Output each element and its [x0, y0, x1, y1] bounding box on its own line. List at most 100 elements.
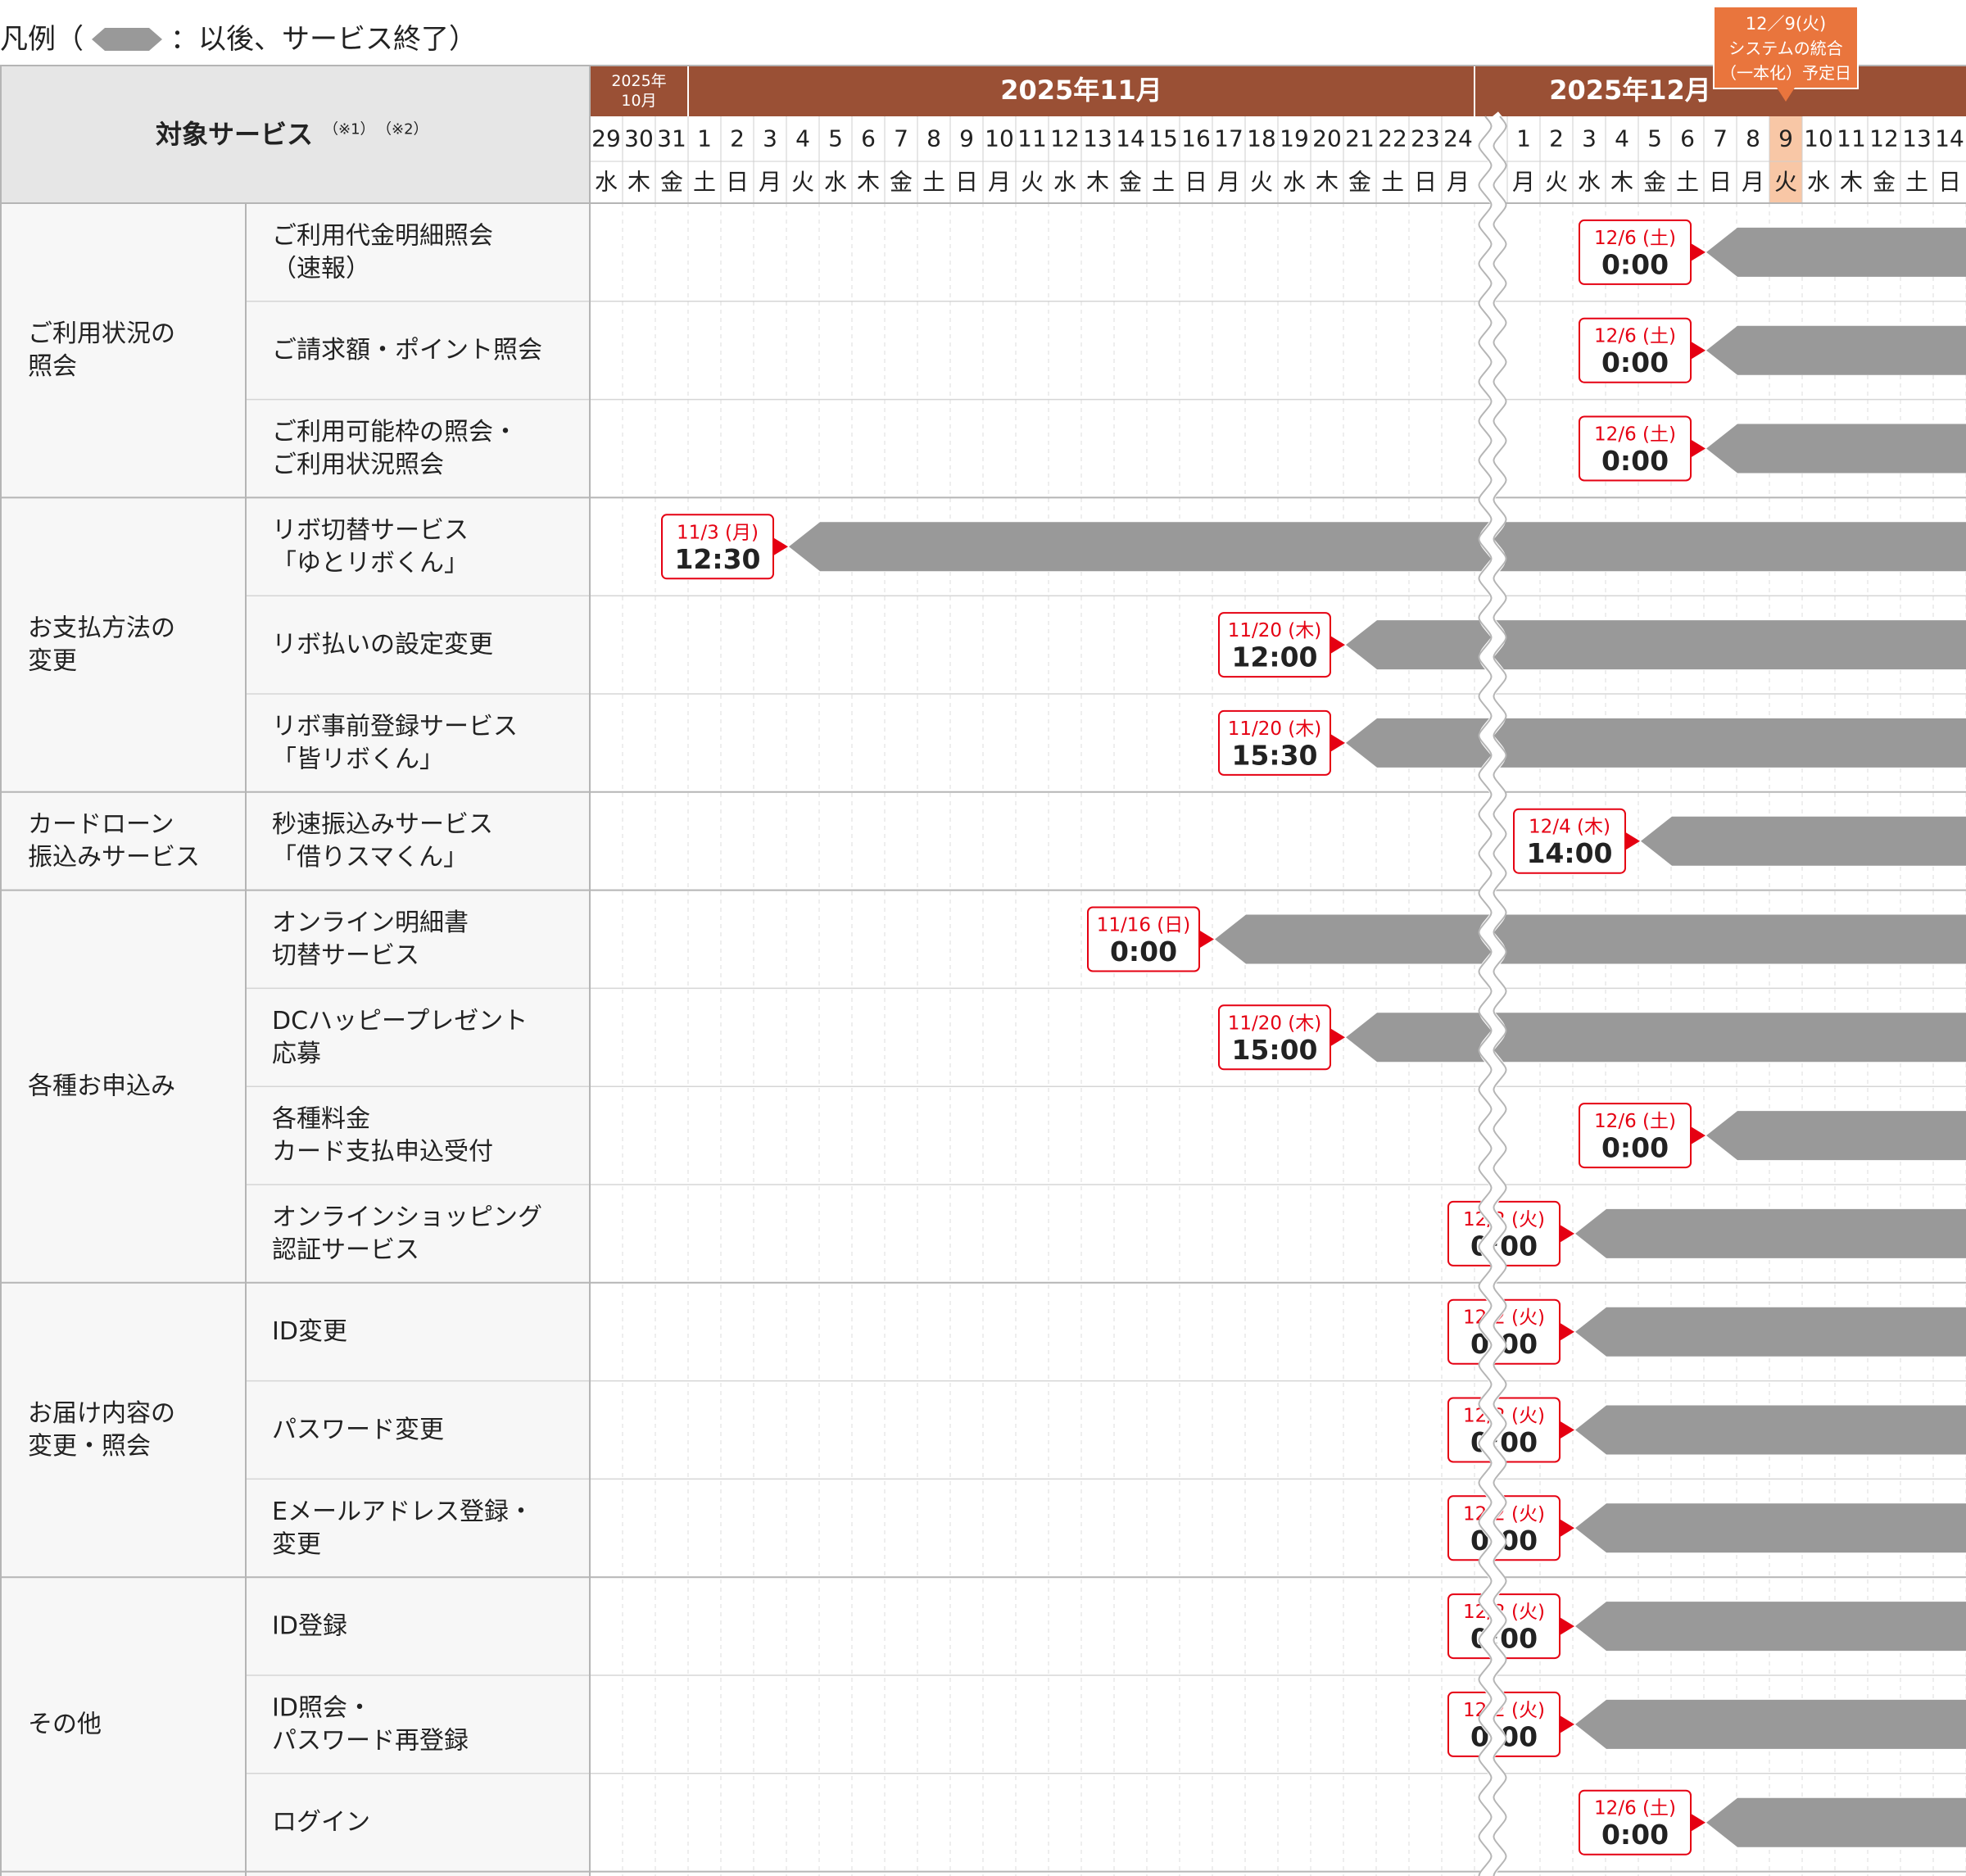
callout-text: （一本化）予定日: [1720, 63, 1851, 83]
service-end-bar: [1346, 1013, 1966, 1063]
end-marker-arrow: [1691, 1813, 1706, 1832]
end-marker-arrow: [1330, 733, 1345, 752]
day-number: 5: [1647, 125, 1662, 152]
service-name: ご利用代金明細照会: [272, 221, 493, 250]
weekday-label: 日: [1185, 169, 1207, 196]
weekday-label: 日: [1938, 169, 1961, 196]
service-name: 認証サービス: [272, 1235, 419, 1264]
end-time-label: 12:30: [674, 543, 760, 575]
weekday-label: 水: [1053, 169, 1076, 196]
category-label: 変更・照会: [28, 1432, 151, 1461]
end-date-label: 12/6 (土): [1594, 1111, 1676, 1132]
end-marker-arrow: [1330, 1028, 1345, 1047]
service-end-bar: [789, 522, 1966, 572]
weekday-label: 木: [1086, 169, 1109, 196]
day-number: 31: [657, 125, 686, 152]
category-label: 変更: [28, 647, 77, 676]
service-end-bar: [1575, 1208, 1966, 1258]
service-name: 切替サービス: [272, 941, 419, 970]
category-label: カードローン: [28, 810, 174, 839]
day-number: 20: [1312, 125, 1342, 152]
weekday-label: 土: [1381, 169, 1404, 196]
day-number: 2: [730, 125, 745, 152]
service-end-bar: [1706, 1797, 1966, 1847]
day-number: 7: [1713, 125, 1728, 152]
end-marker-arrow: [1560, 1322, 1574, 1341]
day-number: 1: [697, 125, 712, 152]
day-number: 13: [1083, 125, 1112, 152]
day-number: 11: [1837, 125, 1866, 152]
day-number: 15: [1148, 125, 1178, 152]
service-end-bar: [1706, 227, 1966, 277]
end-date-label: 11/20 (木): [1228, 1013, 1322, 1034]
end-time-label: 0:00: [1601, 445, 1669, 477]
day-number: 30: [624, 125, 654, 152]
weekday-label: 火: [1545, 169, 1568, 196]
weekday-label: 木: [1316, 169, 1339, 196]
service-name: オンラインショッピング: [272, 1203, 542, 1231]
service-end-bar: [1641, 816, 1966, 866]
service-header-cell: [0, 66, 590, 203]
weekday-label: 月: [1742, 169, 1764, 196]
day-number: 29: [591, 125, 621, 152]
october-year-label: 2025年: [611, 72, 666, 90]
timeline-break-line: [1493, 116, 1507, 1876]
day-number: 22: [1378, 125, 1407, 152]
end-time-label: 0:00: [1110, 936, 1177, 967]
weekday-label: 土: [693, 169, 716, 196]
end-marker-arrow: [1560, 1224, 1574, 1243]
day-number: 17: [1214, 125, 1243, 152]
end-marker-arrow: [1560, 1421, 1574, 1439]
service-end-bar: [1706, 325, 1966, 375]
end-marker-arrow: [1625, 832, 1640, 850]
legend-bar-icon: [92, 28, 162, 51]
end-time-label: 0:00: [1601, 248, 1669, 280]
service-name: （速報）: [272, 254, 370, 283]
day-number: 12: [1869, 125, 1899, 152]
weekday-label: 金: [1873, 169, 1896, 196]
footnote-marker: （※1）: [324, 121, 375, 138]
category-label: 各種お申込み: [28, 1072, 175, 1101]
service-name: パスワード変更: [272, 1416, 444, 1444]
weekday-label: 土: [922, 169, 945, 196]
footnote-marker: （※2）: [377, 121, 428, 138]
service-header-label: 対象サービス: [156, 119, 313, 150]
weekday-label: 火: [1250, 169, 1273, 196]
day-number: 11: [1017, 125, 1047, 152]
service-name: ご利用可能枠の照会・: [272, 418, 518, 446]
december-label: 2025年12月: [1549, 75, 1711, 106]
day-number: 18: [1247, 125, 1276, 152]
weekday-label: 木: [1840, 169, 1863, 196]
service-name: 「皆リボくん」: [272, 745, 444, 773]
weekday-label: 金: [1119, 169, 1142, 196]
service-name: ご請求額・ポイント照会: [272, 336, 542, 365]
day-number: 8: [926, 125, 941, 152]
service-column: [246, 203, 590, 1876]
highlight-day-cell: [1769, 116, 1802, 203]
timeline-break-gap: [1479, 111, 1506, 1876]
service-end-bar: [1575, 1307, 1966, 1357]
end-time-label: 0:00: [1601, 1132, 1669, 1164]
end-marker-arrow: [1691, 1126, 1706, 1145]
day-number: 1: [1516, 125, 1531, 152]
weekday-label: 水: [1807, 169, 1830, 196]
november-label: 2025年11月: [1000, 75, 1162, 106]
end-date-label: 12/6 (土): [1594, 424, 1676, 446]
weekday-label: 木: [627, 169, 650, 196]
day-number: 19: [1280, 125, 1309, 152]
service-name: リボ切替サービス: [272, 516, 469, 545]
service-name: カード支払申込受付: [272, 1138, 493, 1167]
day-number: 2: [1549, 125, 1564, 152]
weekday-label: 土: [1152, 169, 1175, 196]
category-label: お支払方法の: [28, 614, 175, 643]
service-end-bar: [1215, 914, 1966, 964]
end-marker-arrow: [1199, 930, 1214, 949]
end-date-label: 11/20 (木): [1228, 718, 1322, 740]
end-marker-arrow: [1560, 1715, 1574, 1733]
weekday-label: 月: [988, 169, 1011, 196]
service-end-bar: [1346, 620, 1966, 670]
service-end-bar: [1575, 1503, 1966, 1553]
day-number: 12: [1050, 125, 1080, 152]
service-name: パスワード再登録: [272, 1726, 469, 1755]
service-end-bar: [1346, 718, 1966, 768]
